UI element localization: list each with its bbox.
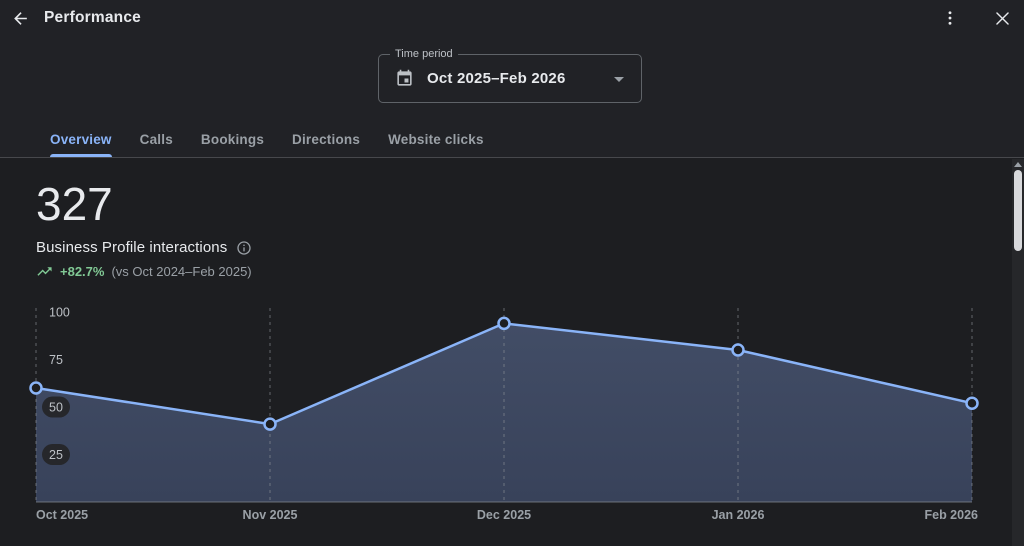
data-point-marker[interactable]	[731, 343, 745, 357]
time-period-label: Time period	[390, 48, 458, 61]
tab-directions[interactable]: Directions	[292, 124, 360, 157]
tab-calls[interactable]: Calls	[140, 124, 173, 157]
back-button[interactable]	[6, 4, 34, 32]
page-title: Performance	[44, 9, 141, 26]
ytick-pill	[42, 396, 70, 418]
tab-label: Website clicks	[388, 132, 484, 147]
metric-total: 327	[36, 178, 113, 230]
trend-row: +82.7% (vs Oct 2024–Feb 2025)	[36, 263, 252, 280]
overview-panel: 327 Business Profile interactions +82.7%…	[0, 159, 1024, 546]
tab-overview[interactable]: Overview	[50, 124, 112, 157]
y-axis-tick-label: 25	[49, 448, 63, 462]
active-tab-indicator	[50, 154, 112, 157]
data-point-marker[interactable]	[965, 396, 979, 410]
tab-website-clicks[interactable]: Website clicks	[388, 124, 484, 157]
scrollbar-thumb[interactable]	[1014, 170, 1022, 251]
x-axis-tick-label: Nov 2025	[243, 508, 298, 522]
x-axis-tick-label: Jan 2026	[712, 508, 765, 522]
more-options-button[interactable]	[936, 4, 964, 32]
interactions-area-chart[interactable]: 25 50 75 100 Oct 2025 Nov 2025 Dec 2025 Jan 202…	[0, 300, 1024, 546]
ytick-pill	[42, 444, 70, 465]
y-axis-tick-label: 50	[49, 401, 63, 415]
chevron-down-icon[interactable]	[614, 77, 624, 82]
scroll-up-arrow-icon[interactable]	[1014, 162, 1022, 167]
y-axis-tick-label: 100	[49, 306, 70, 320]
trending-up-icon	[36, 263, 53, 280]
data-point-marker[interactable]	[263, 417, 277, 431]
x-axis-tick-label: Dec 2025	[477, 508, 531, 522]
vertical-scrollbar[interactable]	[1012, 159, 1024, 546]
metric-label-row: Business Profile interactions	[36, 239, 252, 256]
x-axis-tick-label: Feb 2026	[924, 508, 978, 522]
tab-label: Overview	[50, 132, 112, 147]
data-point-marker[interactable]	[497, 316, 511, 331]
arrow-back-icon	[11, 9, 30, 28]
tab-label: Directions	[292, 132, 361, 147]
time-period-select[interactable]: Time period Oct 2025–Feb 2026	[378, 48, 642, 103]
time-period-value: Oct 2025–Feb 2026	[427, 70, 566, 87]
trend-comparison: (vs Oct 2024–Feb 2025)	[111, 264, 252, 279]
tab-label: Calls	[139, 132, 173, 147]
trend-change: +82.7%	[60, 264, 105, 279]
close-icon	[993, 9, 1012, 28]
metric-label: Business Profile interactions	[36, 239, 228, 256]
calendar-icon	[395, 69, 414, 88]
kebab-menu-icon	[941, 9, 959, 27]
tab-bookings[interactable]: Bookings	[201, 124, 264, 157]
y-axis-tick-label: 75	[49, 353, 63, 367]
x-axis-tick-label: Oct 2025	[36, 508, 88, 522]
info-icon[interactable]	[236, 240, 252, 256]
header-bar: Performance	[0, 0, 1024, 36]
tab-bar: Overview Calls Bookings Directions Websi…	[50, 124, 484, 157]
close-button[interactable]	[988, 4, 1016, 32]
top-section: Performance Time period Oct 2025–Feb 202…	[0, 0, 1024, 158]
tab-label: Bookings	[200, 132, 265, 147]
data-point-marker[interactable]	[29, 381, 43, 395]
